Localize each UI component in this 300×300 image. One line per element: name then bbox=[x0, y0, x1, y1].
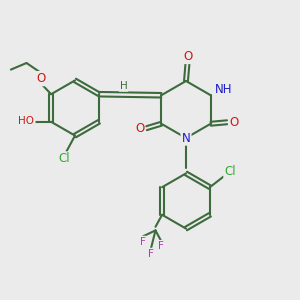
Text: F: F bbox=[158, 241, 164, 251]
Text: Cl: Cl bbox=[59, 152, 70, 166]
Text: O: O bbox=[229, 116, 239, 129]
Text: HO: HO bbox=[19, 116, 34, 126]
Text: F: F bbox=[140, 237, 146, 247]
Text: N: N bbox=[182, 131, 190, 145]
Text: O: O bbox=[37, 72, 46, 85]
Text: F: F bbox=[148, 249, 154, 259]
Text: H: H bbox=[120, 81, 128, 91]
Text: Cl: Cl bbox=[224, 165, 236, 178]
Text: O: O bbox=[183, 50, 192, 63]
Text: NH: NH bbox=[214, 83, 232, 96]
Text: O: O bbox=[135, 122, 144, 135]
